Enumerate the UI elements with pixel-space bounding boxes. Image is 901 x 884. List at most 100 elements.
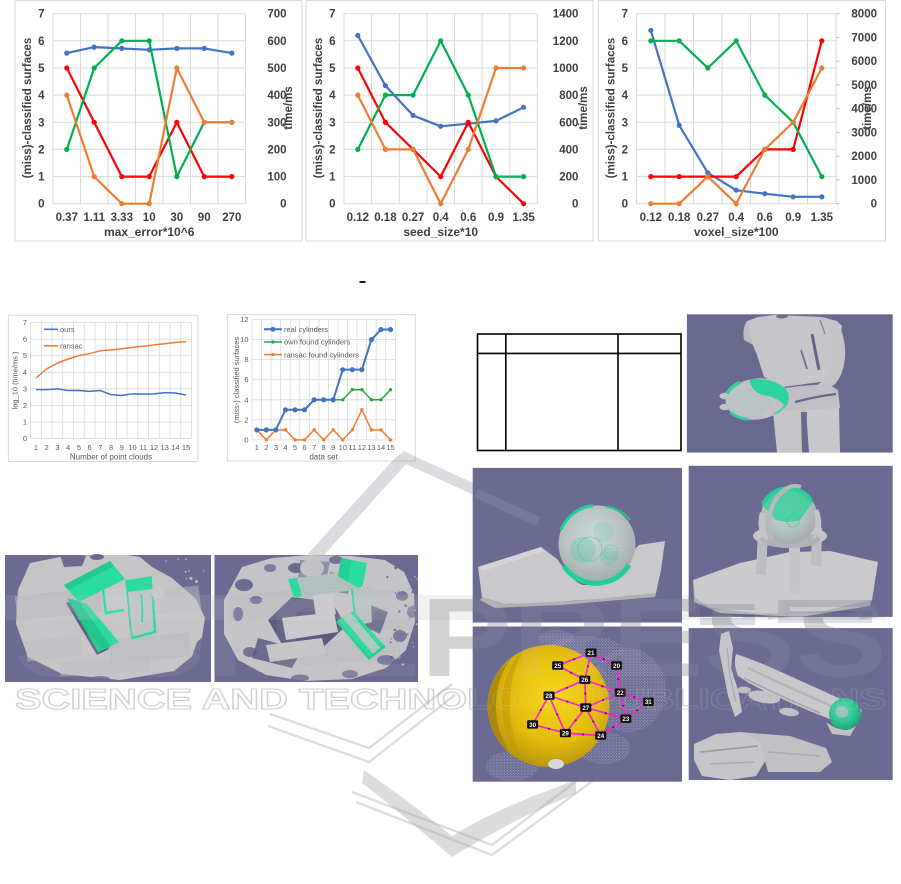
svg-text:200: 200 [267, 144, 286, 156]
svg-text:SCITEPRESS: SCITEPRESS [15, 575, 887, 700]
svg-text:3.33: 3.33 [111, 212, 133, 224]
svg-text:0.9: 0.9 [488, 212, 504, 224]
svg-text:0: 0 [329, 199, 335, 211]
svg-text:11: 11 [348, 443, 356, 452]
svg-text:2000: 2000 [851, 151, 877, 163]
svg-text:1200: 1200 [553, 36, 579, 48]
svg-text:ransac: ransac [60, 342, 83, 351]
svg-text:2: 2 [622, 144, 628, 156]
svg-text:real cylinders: real cylinders [284, 325, 328, 334]
svg-text:(miss)-classified surfaces: (miss)-classified surfaces [606, 38, 618, 179]
svg-text:1000: 1000 [553, 63, 579, 75]
svg-text:7: 7 [312, 443, 316, 452]
svg-text:own found cylinders: own found cylinders [284, 338, 351, 347]
svg-text:4000: 4000 [851, 104, 877, 116]
svg-text:13: 13 [161, 443, 169, 452]
svg-text:2: 2 [23, 401, 27, 410]
svg-text:3: 3 [274, 443, 278, 452]
svg-text:ours: ours [60, 325, 75, 334]
svg-text:0.4: 0.4 [433, 212, 450, 224]
svg-text:voxel_size*100: voxel_size*100 [694, 225, 779, 239]
svg-text:20: 20 [613, 663, 620, 670]
svg-text:13: 13 [367, 443, 375, 452]
svg-text:6: 6 [622, 36, 628, 48]
svg-text:4: 4 [23, 368, 27, 377]
svg-text:log_10 (time/ms ): log_10 (time/ms ) [11, 351, 20, 409]
svg-text:27: 27 [582, 705, 589, 712]
svg-text:30: 30 [170, 212, 183, 224]
svg-text:14: 14 [377, 443, 385, 452]
svg-text:max_error*10^6: max_error*10^6 [104, 225, 195, 239]
svg-text:300: 300 [267, 117, 286, 129]
svg-text:1.11: 1.11 [83, 212, 105, 224]
svg-text:(miss)-classified surfaces: (miss)-classified surfaces [313, 38, 325, 179]
svg-text:4: 4 [38, 90, 45, 102]
svg-text:8: 8 [322, 443, 326, 452]
svg-text:3: 3 [55, 443, 59, 452]
svg-text:500: 500 [267, 63, 286, 75]
svg-text:0: 0 [23, 434, 27, 443]
svg-text:7: 7 [329, 9, 335, 21]
svg-text:0: 0 [622, 199, 628, 211]
svg-text:7: 7 [23, 318, 27, 327]
svg-text:0: 0 [871, 199, 877, 211]
svg-text:1: 1 [34, 443, 38, 452]
svg-text:SCIENCE AND TECHNOLOGY PUBLICA: SCIENCE AND TECHNOLOGY PUBLICATIONS [15, 684, 886, 716]
svg-text:7: 7 [98, 443, 102, 452]
svg-text:5: 5 [77, 443, 81, 452]
svg-text:6: 6 [244, 375, 248, 384]
svg-text:29: 29 [562, 731, 569, 738]
svg-text:7: 7 [622, 9, 628, 21]
svg-text:1: 1 [255, 443, 259, 452]
svg-text:1: 1 [622, 172, 629, 184]
svg-text:time/ms: time/ms [283, 86, 295, 129]
svg-text:0.18: 0.18 [374, 212, 397, 224]
svg-text:21: 21 [588, 650, 595, 657]
svg-text:200: 200 [559, 172, 578, 184]
svg-text:3: 3 [38, 117, 44, 129]
svg-text:0.6: 0.6 [460, 212, 476, 224]
svg-text:4: 4 [329, 90, 336, 102]
svg-text:(miss-) classified surfaces: (miss-) classified surfaces [232, 337, 241, 424]
svg-text:3: 3 [622, 117, 628, 129]
svg-text:31: 31 [645, 699, 652, 706]
svg-text:5: 5 [293, 443, 297, 452]
svg-text:2: 2 [45, 443, 49, 452]
svg-text:0.18: 0.18 [668, 212, 691, 224]
svg-text:ransac found cylinders: ransac found cylinders [284, 350, 359, 359]
svg-text:2: 2 [38, 144, 44, 156]
svg-text:4: 4 [244, 395, 248, 404]
svg-text:6: 6 [329, 36, 335, 48]
svg-text:0: 0 [38, 199, 44, 211]
svg-text:2: 2 [264, 443, 268, 452]
svg-text:Number of point clouds: Number of point clouds [70, 453, 152, 462]
svg-text:11: 11 [139, 443, 147, 452]
svg-text:10: 10 [128, 443, 136, 452]
svg-text:1: 1 [23, 418, 27, 427]
svg-text:0: 0 [572, 199, 578, 211]
svg-text:700: 700 [267, 9, 286, 21]
svg-text:14: 14 [171, 443, 179, 452]
svg-text:400: 400 [267, 90, 286, 102]
svg-text:4: 4 [622, 90, 629, 102]
svg-text:100: 100 [267, 172, 286, 184]
svg-text:0.27: 0.27 [697, 212, 719, 224]
svg-text:15: 15 [386, 443, 394, 452]
svg-text:30: 30 [529, 722, 536, 729]
svg-text:3: 3 [23, 384, 27, 393]
svg-text:9: 9 [120, 443, 124, 452]
svg-text:1400: 1400 [553, 9, 579, 21]
svg-text:6: 6 [38, 36, 44, 48]
svg-text:7: 7 [38, 9, 44, 21]
svg-text:8000: 8000 [851, 9, 877, 21]
svg-text:600: 600 [267, 36, 286, 48]
svg-text:1000: 1000 [851, 175, 877, 187]
svg-text:10: 10 [143, 212, 156, 224]
svg-text:0.12: 0.12 [347, 212, 369, 224]
svg-text:seed_size*10: seed_size*10 [403, 225, 478, 239]
svg-text:600: 600 [559, 117, 578, 129]
svg-text:8: 8 [244, 355, 248, 364]
svg-text:26: 26 [581, 677, 588, 684]
svg-text:5: 5 [622, 63, 629, 75]
svg-text:1: 1 [329, 172, 336, 184]
